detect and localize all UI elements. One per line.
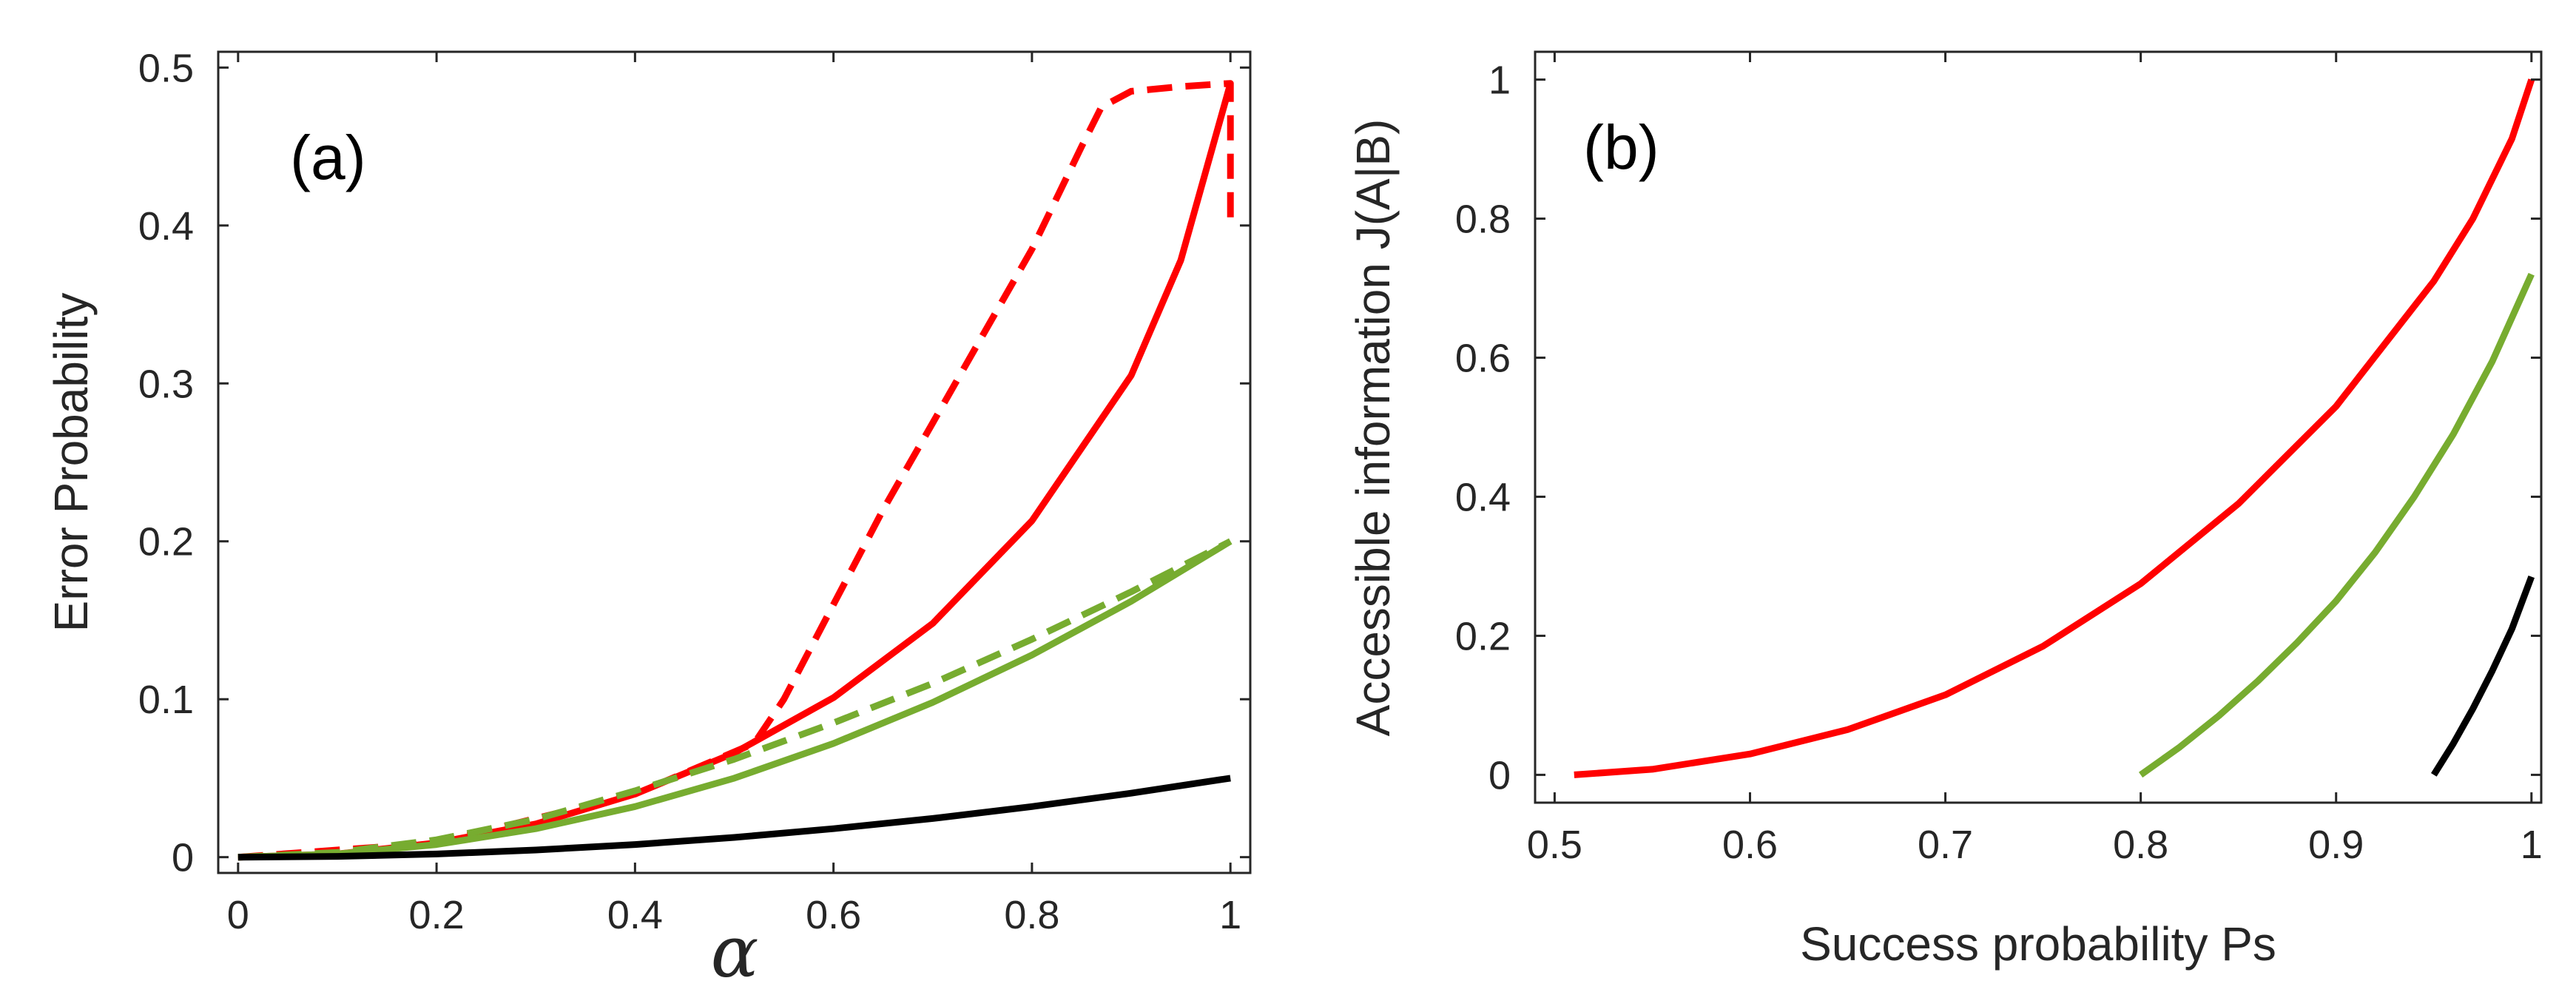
y-tick-label: 0 (1488, 753, 1511, 797)
y-tick-label: 0.8 (1455, 198, 1511, 242)
panel-a-label: (a) (290, 123, 366, 192)
y-tick-label: 0.2 (138, 520, 194, 564)
series-green-curve (2138, 272, 2535, 778)
y-tick-label: 0.2 (1455, 614, 1511, 658)
x-tick-label: 0.2 (409, 893, 465, 937)
y-tick-label: 0.1 (138, 678, 194, 722)
x-tick-label: 0 (227, 893, 249, 937)
panel-a: 0 0.2 0.4 0.6 0.8 1 0 0.1 0.2 0.3 0.4 0.5 (a) Error… (44, 46, 1252, 994)
series-black-curve (2430, 576, 2535, 777)
y-tick-label: 0 (172, 836, 194, 880)
panel-b: 0.5 0.6 0.7 0.8 0.9 1 0 0.2 0.4 0.6 0.8 1 (b) Acces… (1346, 50, 2543, 971)
panel-b-series (1574, 78, 2535, 778)
panel-a-series (237, 80, 1234, 861)
x-tick-label: 0.6 (1722, 823, 1778, 867)
x-tick-label: 1 (1219, 893, 1241, 937)
series-black-solid (237, 775, 1231, 861)
x-tick-label: 1 (2521, 823, 2543, 867)
panel-a-axes-box (217, 50, 1252, 874)
panel-a-x-axis-label: α (711, 911, 759, 994)
y-tick-label: 0.4 (1455, 475, 1511, 519)
panel-a-ticks: 0 0.2 0.4 0.6 0.8 1 0 0.1 0.2 0.3 0.4 0.5 (138, 46, 1250, 937)
x-tick-label: 0.8 (1004, 893, 1059, 937)
y-tick-label: 1 (1488, 58, 1511, 103)
x-tick-label: 0.5 (1527, 823, 1582, 867)
panel-b-axes-box (1534, 50, 2543, 804)
x-tick-label: 0.9 (2308, 823, 2364, 867)
panel-b-y-axis-label: Accessible information J(A|B) (1346, 119, 1400, 737)
panel-b-label: (b) (1583, 112, 1659, 182)
panel-b-x-axis-label: Success probability Ps (1800, 917, 2276, 971)
x-tick-label: 0.8 (2113, 823, 2168, 867)
series-green-solid (237, 538, 1233, 861)
x-tick-label: 0.6 (806, 893, 861, 937)
y-tick-label: 0.3 (138, 362, 194, 406)
y-tick-label: 0.6 (1455, 337, 1511, 381)
panel-a-y-axis-label: Error Probability (44, 293, 98, 633)
series-green-dashed (237, 538, 1233, 861)
x-tick-label: 0.4 (607, 893, 663, 937)
x-tick-label: 0.7 (1918, 823, 1973, 867)
y-tick-label: 0.5 (138, 46, 194, 90)
panel-b-ticks: 0.5 0.6 0.7 0.8 0.9 1 0 0.2 0.4 0.6 0.8 1 (1455, 52, 2543, 867)
y-tick-label: 0.4 (138, 204, 194, 249)
series-red-curve (1574, 78, 2535, 778)
